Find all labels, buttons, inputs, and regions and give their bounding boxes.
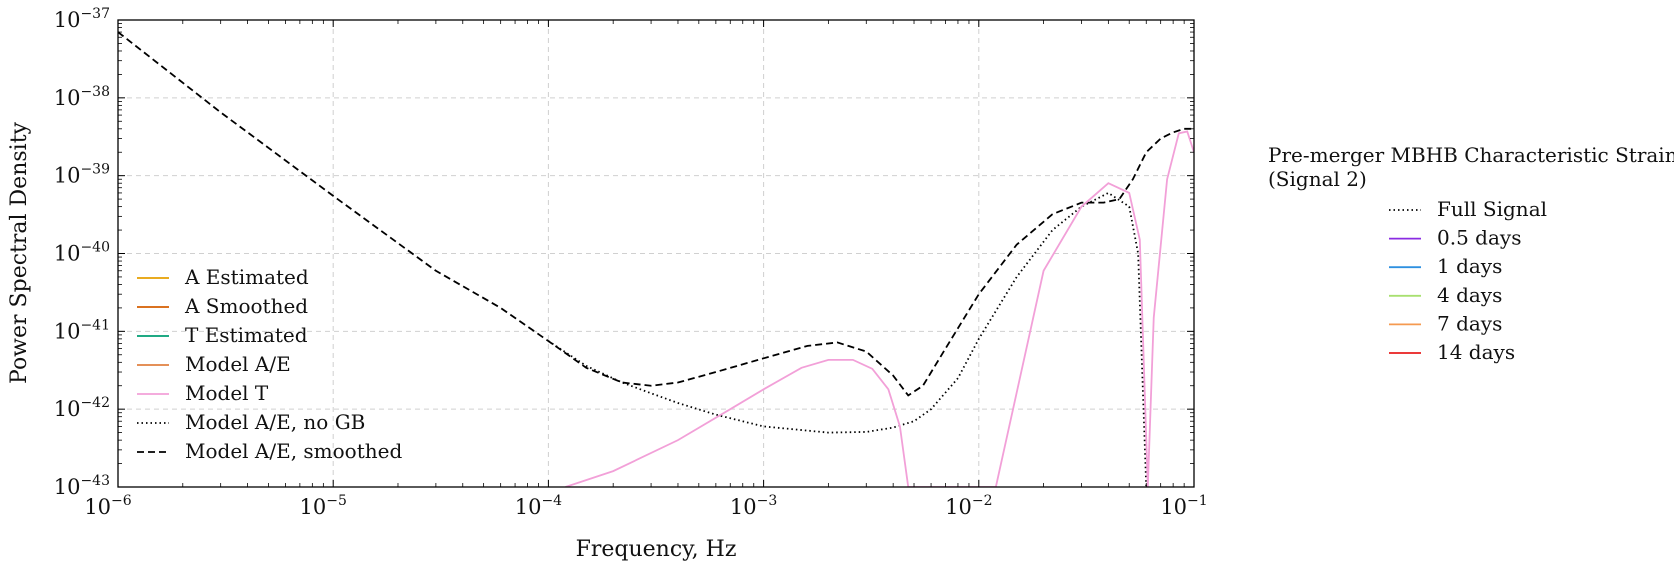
axis-ticks: 10−6 10−5 10−4 10−3 10−2 10−1 10−43 10−42 10−41 1… [54,6,1208,519]
series-line-2 [565,130,1194,487]
y-tick-label-0: 10−43 [54,473,110,499]
x-tick-label-1: 10−5 [300,493,347,519]
y-tick-label-2: 10−41 [54,317,110,343]
legend-main-label-3: Model A/E [185,352,291,376]
legend-main-label-2: T Estimated [185,323,308,347]
legend-main-label-6: Model A/E, smoothed [185,439,402,463]
x-tick-label-2: 10−4 [515,493,562,519]
plot-background [118,20,1194,487]
y-tick-label-1: 10−42 [54,395,110,421]
legend-signal-label-1: 0.5 days [1437,226,1521,250]
y-tick-label-5: 10−38 [54,84,110,110]
x-tick-label-0: 10−6 [84,493,131,519]
legend-signal-title-1: (Signal 2) [1268,167,1367,191]
x-axis-label: Frequency, Hz [576,537,737,562]
legend-signal-label-4: 7 days [1437,311,1502,335]
x-tick-label-4: 10−2 [945,493,992,519]
y-axis-label: Power Spectral Density [7,121,32,384]
legend-signal-label-0: Full Signal [1437,197,1547,221]
legend-main-label-4: Model T [185,381,269,405]
legend-signal: Pre-merger MBHB Characteristic Strain(Si… [1268,143,1674,364]
series-layer [118,31,1194,487]
legend-signal-title-0: Pre-merger MBHB Characteristic Strain [1268,143,1674,167]
y-tick-label-6: 10−37 [54,6,110,32]
x-tick-label-5: 10−1 [1160,493,1207,519]
y-tick-label-3: 10−40 [54,240,110,266]
y-tick-label-4: 10−39 [54,162,110,188]
legend-main: A Estimated A Smoothed T Estimated Model A/… [137,265,402,463]
legend-signal-label-2: 1 days [1437,254,1502,278]
legend-signal-label-5: 14 days [1437,340,1515,364]
legend-main-label-0: A Estimated [184,265,309,289]
legend-main-label-1: A Smoothed [184,294,308,318]
legend-signal-label-3: 4 days [1437,283,1502,307]
legend-main-label-5: Model A/E, no GB [185,410,365,434]
x-tick-label-3: 10−3 [730,493,777,519]
series-line-1 [547,191,1148,487]
